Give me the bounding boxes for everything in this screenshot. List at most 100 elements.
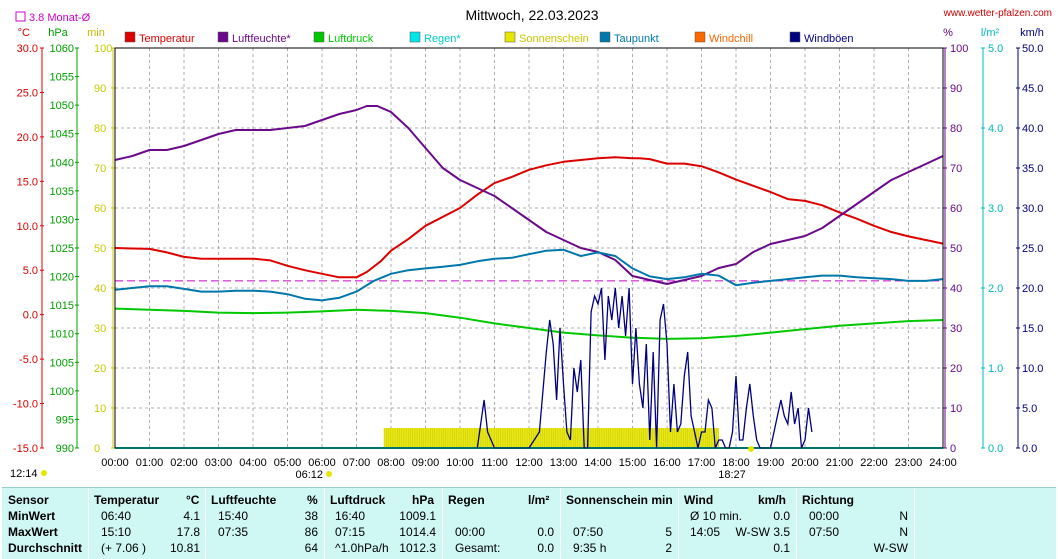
- legend-swatch: [789, 31, 801, 43]
- legend-label: Taupunkt: [614, 33, 659, 45]
- y-tick-label: 40: [94, 283, 106, 295]
- y-tick-label: 10.0: [1022, 363, 1043, 375]
- y-tick-label: 1045: [50, 129, 74, 141]
- x-tick-label: 20:00: [791, 457, 819, 469]
- y-tick-label: 3.0: [988, 203, 1003, 215]
- x-tick-label: 22:00: [860, 457, 888, 469]
- stat-cell: 06:40: [101, 509, 132, 523]
- y-tick-label: 1020: [50, 272, 74, 284]
- y-tick-label: 10: [94, 403, 106, 415]
- stat-cell: N: [899, 509, 908, 523]
- hdr-dir: Richtung: [802, 493, 854, 507]
- y-tick-label: 1010: [50, 329, 74, 341]
- y-tick-label: 1015: [50, 300, 74, 312]
- y-tick-label: 80: [950, 123, 962, 135]
- stat-cell: 17.8: [176, 525, 200, 539]
- x-tick-label: 21:00: [826, 457, 854, 469]
- stat-cell: Gesamt:: [455, 541, 501, 555]
- x-tick-label: 06:00: [308, 457, 336, 469]
- x-tick-label: 04:00: [239, 457, 267, 469]
- stat-cell: 9:35 h: [573, 541, 607, 555]
- stat-cell: 0.0: [537, 525, 554, 539]
- y-tick-label: 1005: [50, 357, 74, 369]
- stat-cell: 5: [665, 525, 672, 539]
- legend-swatch: [694, 31, 706, 43]
- y-tick-label: 20: [94, 363, 106, 375]
- series-luftdruck: [114, 307, 944, 340]
- y-tick-label: 35.0: [1022, 163, 1043, 175]
- stat-cell: 0.0: [773, 509, 790, 523]
- y-tick-label: 30: [94, 323, 106, 335]
- y-tick-label: 1025: [50, 243, 74, 255]
- y-tick-label: 1055: [50, 72, 74, 84]
- x-tick-label: 19:00: [757, 457, 785, 469]
- stat-cell: 07:50: [573, 525, 604, 539]
- stat-cell: 00:00: [455, 525, 486, 539]
- avg-label: 3.8 Monat-Ø: [29, 12, 91, 24]
- legend-label: Sonnenschein: [519, 33, 589, 45]
- sun-unit: min: [87, 27, 105, 39]
- legend-swatch: [313, 31, 325, 43]
- statistics-table: Sensor Temperatur °C Luftfeuchte % Luftd…: [2, 487, 1056, 559]
- weather-chart: Mittwoch, 22.03.2023 www.wetter-pfalzen.…: [10, 7, 1052, 481]
- y-tick-label: 0.0: [1022, 443, 1037, 455]
- hdr-wind: Wind: [684, 493, 714, 507]
- y-tick-label: 70: [94, 163, 106, 175]
- x-tick-label: 12:00: [515, 457, 543, 469]
- stat-cell: Ø 10 min.: [690, 509, 743, 523]
- x-tick-label: 24:00: [929, 457, 957, 469]
- stat-cell: 4.1: [183, 509, 200, 523]
- hdr-press-unit: hPa: [412, 493, 435, 507]
- y-tick-label: 5.0: [1022, 403, 1037, 415]
- stat-cell: (+ 7.06 ): [101, 541, 147, 555]
- hdr-rain-unit: l/m²: [528, 493, 550, 507]
- y-tick-label: 30: [950, 323, 962, 335]
- site-link[interactable]: www.wetter-pfalzen.com: [943, 8, 1052, 19]
- x-tick-label: 16:00: [653, 457, 681, 469]
- y-tick-label: 30.0: [17, 43, 38, 55]
- legend-swatch: [504, 31, 516, 43]
- legend-swatch: [599, 31, 611, 43]
- stat-cell: 1009.1: [399, 509, 436, 523]
- y-tick-label: 1050: [50, 100, 74, 112]
- y-tick-label: 90: [950, 83, 962, 95]
- row-label: MaxWert: [8, 525, 58, 539]
- y-tick-label: 50: [950, 243, 962, 255]
- hdr-rain: Regen: [448, 493, 485, 507]
- stat-cell: 07:35: [218, 525, 249, 539]
- legend-label: Windböen: [804, 33, 854, 45]
- stat-cell: 38: [304, 509, 318, 523]
- y-tick-label: 0.0: [23, 310, 38, 322]
- y-tick-label: 1000: [50, 386, 74, 398]
- sunrise-marker-icon: [326, 471, 332, 477]
- y-tick-label: 50: [94, 243, 106, 255]
- y-tick-label: 4.0: [988, 123, 1003, 135]
- hdr-press: Luftdruck: [330, 493, 386, 507]
- y-tick-label: 60: [950, 203, 962, 215]
- x-tick-label: 08:00: [377, 457, 405, 469]
- legend-label: Regen*: [424, 33, 461, 45]
- y-tick-label: 1.0: [988, 363, 1003, 375]
- stat-cell: 0.0: [537, 541, 554, 555]
- y-tick-label: 1040: [50, 157, 74, 169]
- sunrise-time: 06:12: [295, 469, 323, 481]
- avg-marker-icon: [15, 11, 26, 22]
- y-tick-label: 0: [94, 443, 100, 455]
- y-axes: 30.0 25.0 20.0 15.0 10.0 5.0 0.0 -5.0 -10.0 -15.0…: [13, 43, 1044, 455]
- x-tick-label: 18:00: [722, 457, 750, 469]
- x-tick-label: 23:00: [895, 457, 923, 469]
- sunset-time: 18:27: [718, 469, 746, 481]
- stat-cell: 00:00: [809, 509, 840, 523]
- sunrise-bottom-time: 12:14: [10, 468, 38, 480]
- hdr-temp-unit: °C: [186, 493, 200, 507]
- y-tick-label: 20: [950, 363, 962, 375]
- series-temperatur: [114, 156, 944, 279]
- series-luftfeuchte: [114, 105, 944, 285]
- rain-unit: l/m²: [981, 27, 1000, 39]
- y-tick-label: 10: [950, 403, 962, 415]
- x-tick-label: 15:00: [619, 457, 647, 469]
- y-tick-label: 995: [56, 414, 74, 426]
- x-tick-label: 13:00: [550, 457, 578, 469]
- stat-cell: ^1.0hPa/h: [335, 541, 389, 555]
- y-tick-label: 10.0: [17, 221, 38, 233]
